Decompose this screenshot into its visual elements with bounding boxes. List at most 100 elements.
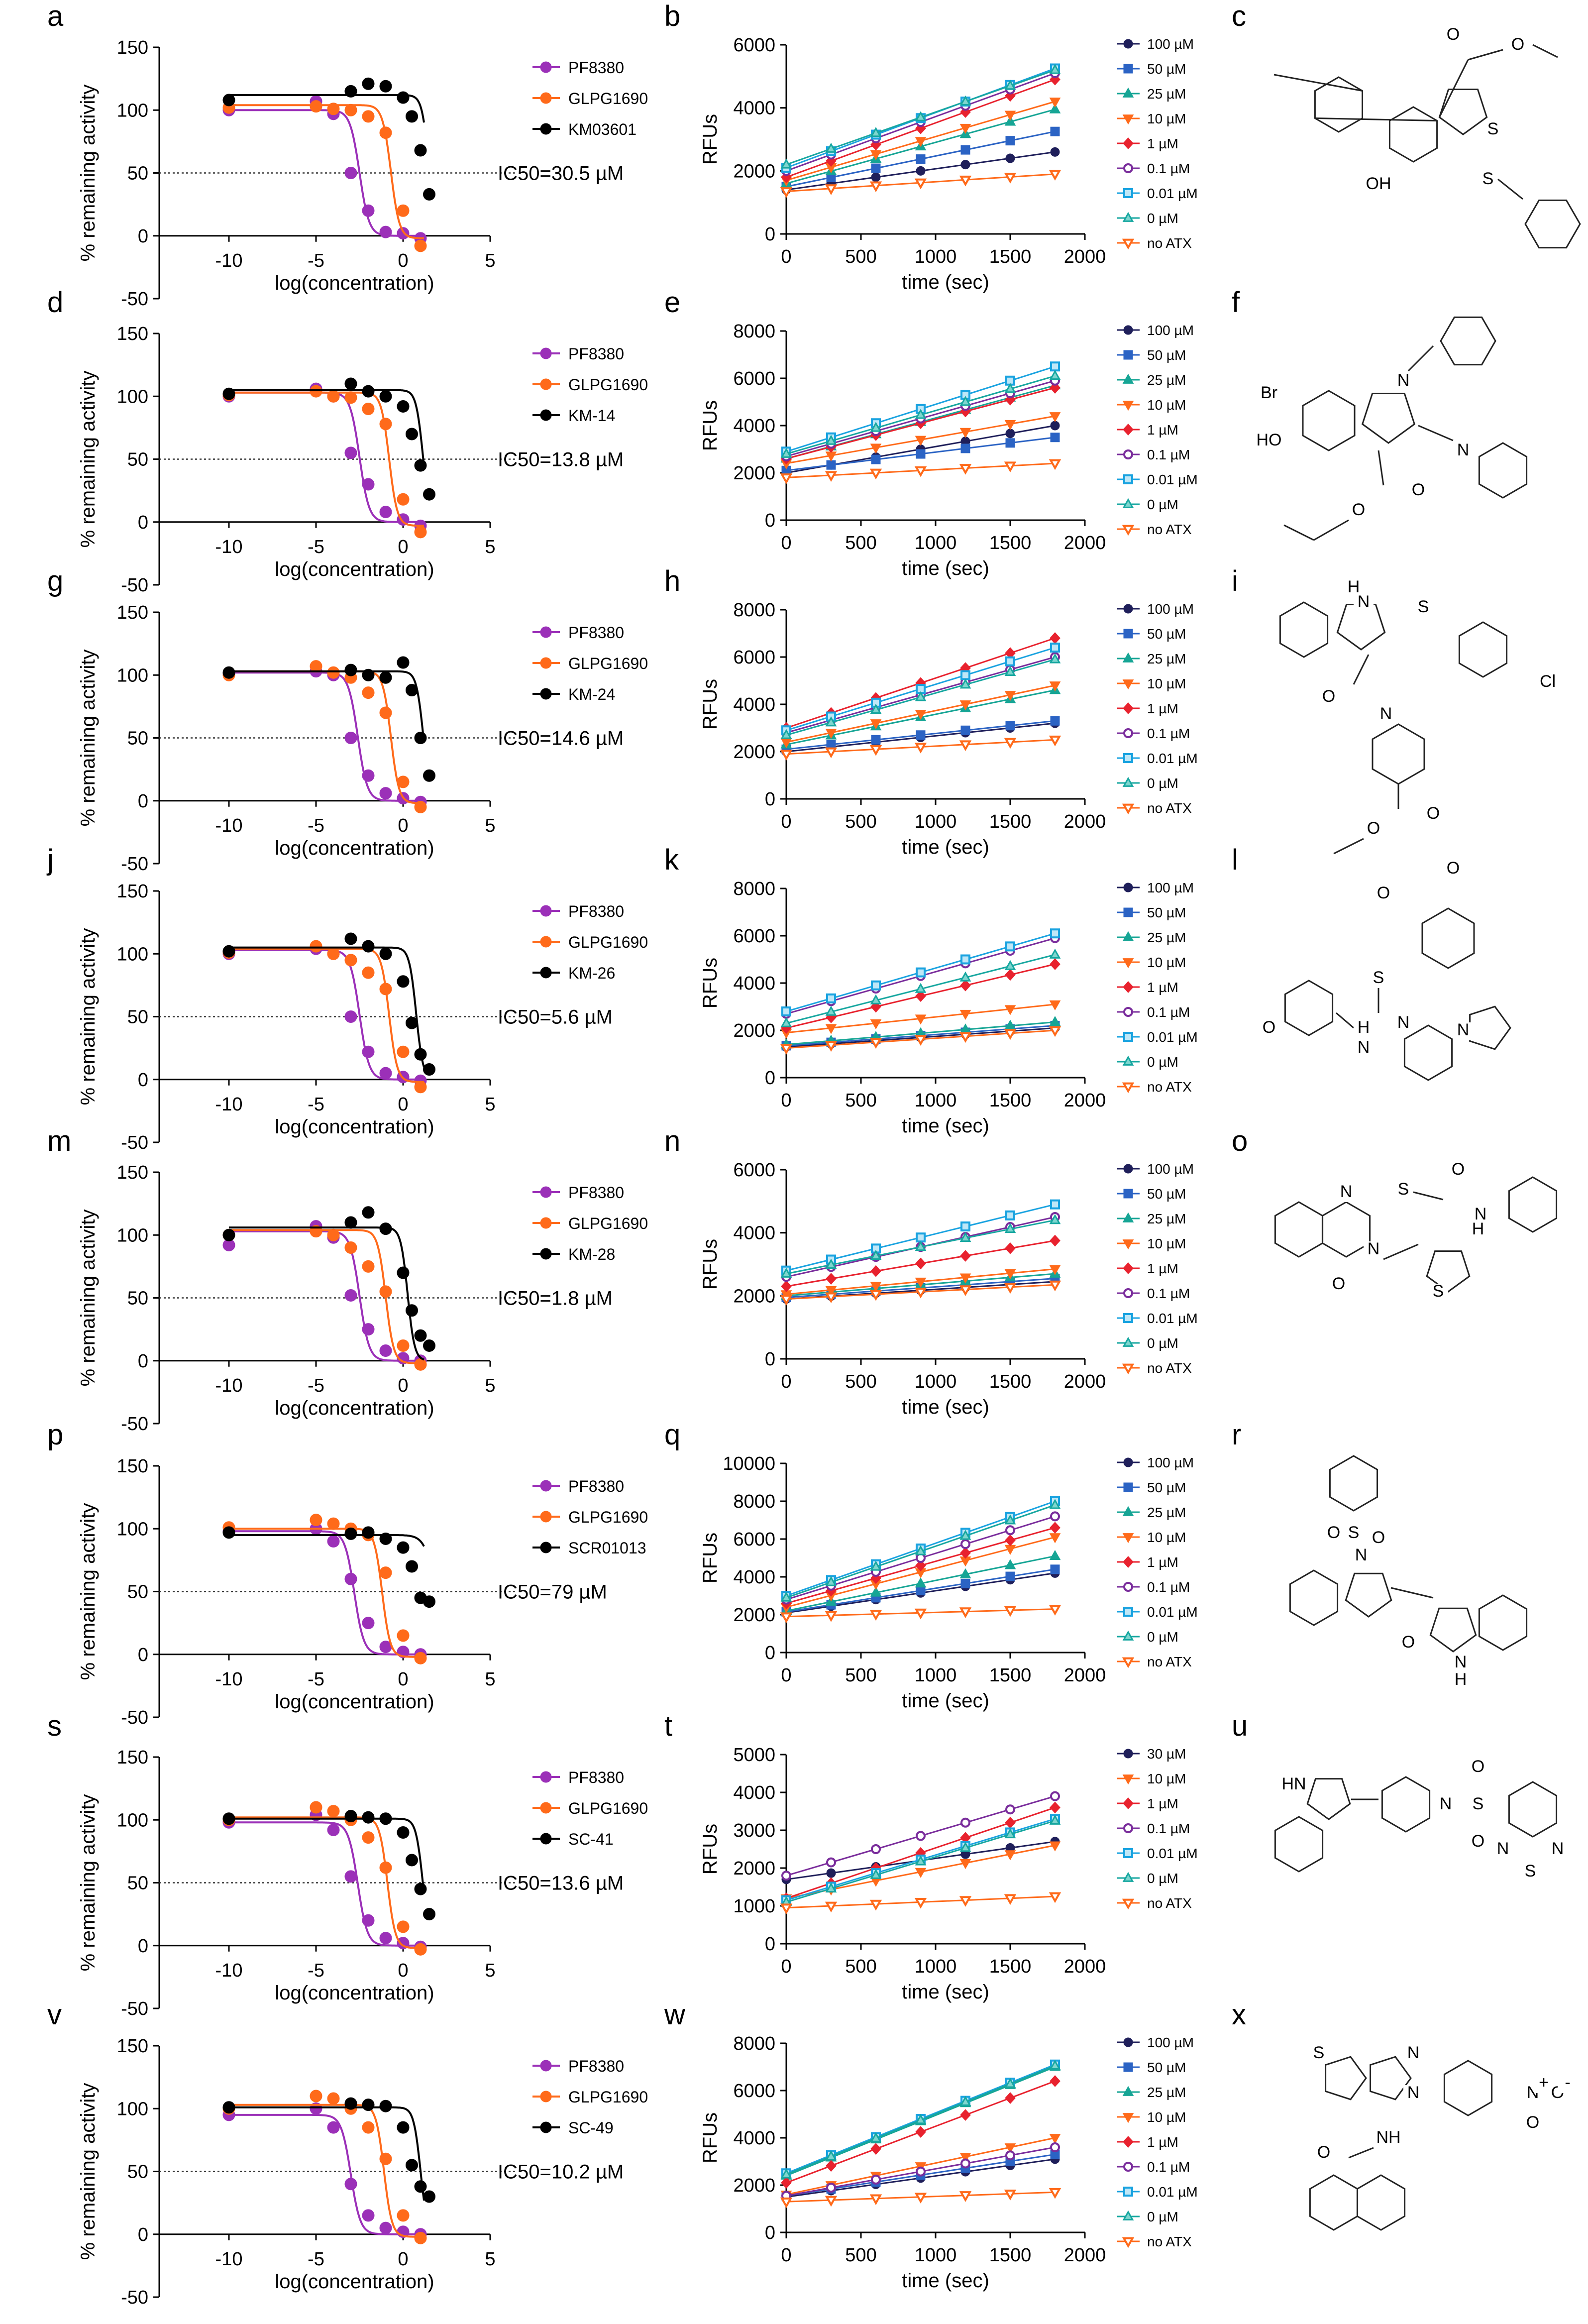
x-tick-label: 2000 <box>1064 533 1106 553</box>
y-axis-title: RFUs <box>699 679 721 730</box>
legend-label-pf8380: PF8380 <box>568 59 624 77</box>
series-point-10-um <box>915 436 927 446</box>
series-point-no-atx <box>914 743 927 754</box>
data-point-pf8380 <box>327 1823 340 1836</box>
x-tick-label: 1500 <box>989 2245 1032 2266</box>
legend-marker-0-01-um <box>1123 1032 1133 1042</box>
series-point-50-um <box>1005 438 1015 448</box>
data-point-km-14 <box>397 400 410 413</box>
atom-background <box>1259 1020 1279 1038</box>
x-tick-label: -5 <box>308 1094 324 1115</box>
data-point-glpg1690 <box>310 940 322 953</box>
x-tick-label: 1000 <box>915 246 957 267</box>
x-axis-title: time (sec) <box>902 1690 989 1712</box>
x-tick-label: 1000 <box>915 1665 957 1686</box>
legend-marker-0-1-um <box>1123 2162 1133 2172</box>
data-point-sc-41 <box>344 1810 357 1823</box>
atom-background <box>1423 806 1443 824</box>
y-tick-label: 0 <box>138 512 148 533</box>
ring <box>1345 1572 1392 1618</box>
data-point-pf8380 <box>362 478 375 491</box>
series-point-50-um <box>1005 136 1015 146</box>
data-point-glpg1690 <box>362 686 375 699</box>
data-point-glpg1690 <box>379 1566 392 1579</box>
legend-label-glpg1690: GLPG1690 <box>568 1508 648 1526</box>
atom-label: N <box>1407 2043 1420 2062</box>
atom-background <box>1369 1530 1388 1548</box>
data-point-glpg1690 <box>327 103 340 115</box>
y-tick-label: 150 <box>117 602 148 623</box>
legend-a: PF8380 GLPG1690 KM03601 <box>532 59 648 138</box>
atom-label: O <box>1372 1528 1385 1547</box>
legend-label-0-um: 0 µM <box>1147 2209 1178 2224</box>
data-point-km-14 <box>222 387 235 400</box>
data-point-glpg1690 <box>362 110 375 123</box>
series-point-no-atx <box>1049 1892 1061 1903</box>
series-point-0-1-um <box>871 1844 881 1854</box>
data-point-pf8380 <box>344 1010 357 1023</box>
atom-background <box>1451 1655 1471 1672</box>
series-point-10-um <box>870 1282 882 1292</box>
series-point-25-um <box>1049 1549 1061 1560</box>
legend-marker-25-um <box>1122 1506 1134 1516</box>
series-point-no-atx <box>1049 459 1061 470</box>
y-tick-label: 100 <box>117 1810 148 1831</box>
series-point-0-um <box>1004 80 1016 90</box>
x-tick-label: 2000 <box>1064 1956 1106 1977</box>
atom-label: N <box>1340 1182 1353 1201</box>
data-point-glpg1690 <box>379 706 392 719</box>
atom-background <box>1538 674 1558 692</box>
series-point-1-um <box>870 2143 881 2155</box>
data-point-sc-41 <box>222 1812 235 1825</box>
data-point-glpg1690 <box>362 2121 375 2134</box>
series-point-100-um <box>1050 147 1060 157</box>
series-point-1-um <box>870 1265 881 1277</box>
y-tick-label: 2000 <box>733 463 775 484</box>
series-point-0-um <box>915 983 927 993</box>
series-point-10-um <box>1049 1265 1061 1275</box>
atom-label: S <box>1473 1794 1484 1813</box>
x-tick-label: 1500 <box>989 1665 1032 1686</box>
legend-marker-0-um <box>1122 1872 1134 1882</box>
legend-marker-0-1-um <box>1123 728 1133 738</box>
series-point-no-atx <box>869 181 882 193</box>
panel-letter-w: w <box>664 1998 686 2031</box>
atom-label: + <box>1539 2073 1549 2092</box>
kinetics-chart-q: 10000 8000 6000 4000 2000 00 500 1000 1500 2000 ti… <box>699 1453 1198 1712</box>
series-point-10-um <box>1049 2134 1061 2144</box>
y-tick-label: 0 <box>138 1351 148 1372</box>
series-point-0-01-um <box>916 967 926 978</box>
y-tick-label: 4000 <box>733 2128 775 2149</box>
x-tick-label: -5 <box>308 1375 324 1396</box>
series-point-0-1-um <box>1050 2142 1060 2152</box>
series-point-10-um <box>915 1868 927 1878</box>
legend-marker-no-atx <box>1122 525 1135 536</box>
series-point-10-um <box>1049 98 1061 108</box>
x-axis-title: time (sec) <box>902 557 989 579</box>
data-point-pf8380 <box>379 506 392 519</box>
atom-label: Br <box>1261 383 1277 402</box>
data-point-scr01013 <box>344 1527 357 1540</box>
y-tick-label: 2000 <box>733 1858 775 1879</box>
data-point-scr01013 <box>379 1532 392 1545</box>
series-point-10-um <box>825 1286 837 1296</box>
legend-marker-1-um <box>1123 2136 1134 2148</box>
series-point-0-1-um <box>1005 1525 1015 1536</box>
legend-label-10-um: 10 µM <box>1147 1530 1186 1545</box>
data-point-pf8380 <box>362 1617 375 1630</box>
series-point-100-um <box>1005 429 1015 439</box>
atom-label: N <box>1475 1205 1487 1223</box>
x-tick-label: 1000 <box>915 811 957 832</box>
legend-marker-0-01-um <box>1123 474 1133 484</box>
legend-marker-1-um <box>1123 1797 1134 1809</box>
legend-label-0-1-um: 0.1 µM <box>1147 1579 1190 1595</box>
legend-marker-10-um <box>1122 958 1134 969</box>
data-point-glpg1690 <box>362 403 375 415</box>
series-point-0-um <box>825 1882 837 1893</box>
series-point-0-um <box>825 1005 837 1016</box>
data-point-km03601 <box>397 91 410 104</box>
series-point-0-um <box>1049 1499 1061 1509</box>
atom-label: O <box>1317 2143 1330 2162</box>
series-point-no-atx <box>959 1607 972 1618</box>
